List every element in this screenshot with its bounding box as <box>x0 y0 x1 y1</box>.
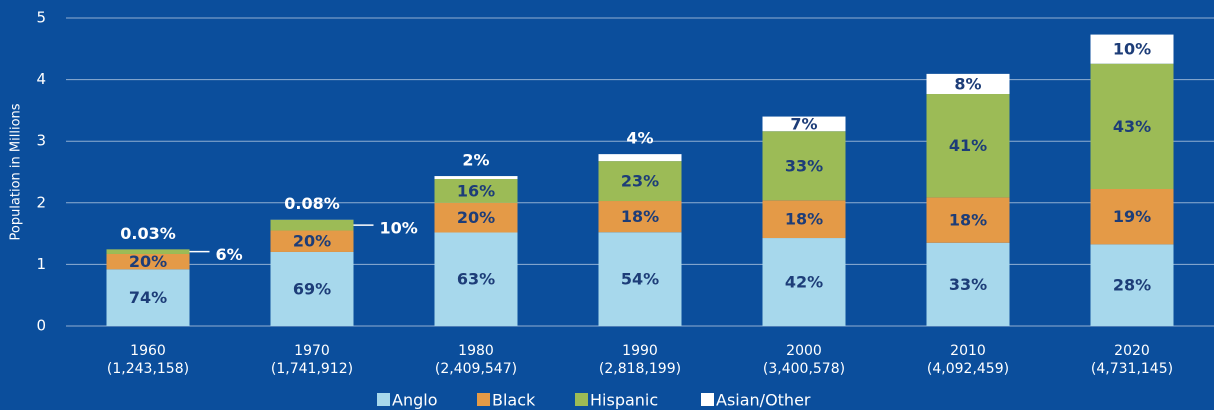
bar-segment <box>106 249 190 254</box>
x-tick-total: (4,731,145) <box>1091 361 1173 377</box>
legend-label: Anglo <box>392 391 437 410</box>
data-label: 23% <box>621 172 659 191</box>
bar-segment <box>1090 189 1174 245</box>
bar-segment <box>434 202 518 233</box>
x-tick-label: 1970 <box>294 343 330 359</box>
bar-segment <box>762 131 846 201</box>
data-label: 10% <box>380 219 418 238</box>
bar-segment <box>762 116 846 132</box>
data-label: 43% <box>1113 117 1151 136</box>
data-label: 20% <box>293 232 331 251</box>
bar-segment <box>926 94 1010 198</box>
data-label: 20% <box>457 208 495 227</box>
bar-segment <box>434 176 518 180</box>
data-label: 18% <box>785 210 823 229</box>
data-label: 69% <box>293 279 331 298</box>
bar-segment <box>598 232 682 326</box>
y-tick-label: 1 <box>36 255 46 273</box>
x-tick-label: 1990 <box>622 343 658 359</box>
bar-segment <box>598 161 682 202</box>
data-label: 10% <box>1113 40 1151 59</box>
data-label: 63% <box>457 270 495 289</box>
y-tick-label: 2 <box>36 193 46 211</box>
bar-segment <box>270 219 354 231</box>
bar-segment <box>270 251 354 326</box>
y-tick-label: 4 <box>36 70 46 88</box>
data-label: 20% <box>129 252 167 271</box>
x-tick-total: (3,400,578) <box>763 361 845 377</box>
data-label: 6% <box>216 245 243 264</box>
x-tick-label: 2010 <box>950 343 986 359</box>
bar-segment <box>926 73 1010 95</box>
bar-segment <box>106 253 190 270</box>
data-label: 8% <box>954 74 981 93</box>
data-label: 7% <box>790 114 817 133</box>
x-tick-total: (2,409,547) <box>435 361 517 377</box>
data-label: 54% <box>621 270 659 289</box>
bar-segment <box>926 242 1010 326</box>
y-tick-label: 3 <box>36 132 46 150</box>
data-label: 28% <box>1113 276 1151 295</box>
x-tick-label: 1960 <box>130 343 166 359</box>
bar-segment <box>434 232 518 326</box>
bar-segment <box>598 154 682 162</box>
y-tick-label: 5 <box>36 9 46 27</box>
x-tick-total: (2,818,199) <box>599 361 681 377</box>
legend-label: Black <box>492 391 536 410</box>
x-tick-label: 2020 <box>1114 343 1150 359</box>
bar-segment <box>926 197 1010 243</box>
data-label: 4% <box>626 129 653 148</box>
x-tick-total: (1,243,158) <box>107 361 189 377</box>
legend-swatch <box>377 393 390 406</box>
data-label: 18% <box>949 211 987 230</box>
bar-segment <box>270 230 354 252</box>
data-label: 41% <box>949 136 987 155</box>
legend-label: Asian/Other <box>716 391 811 410</box>
data-label: 16% <box>457 181 495 200</box>
bar-segment <box>598 201 682 233</box>
x-tick-label: 2000 <box>786 343 822 359</box>
data-label: 33% <box>785 156 823 175</box>
bar-segment <box>1090 63 1174 190</box>
legend-swatch <box>701 393 714 406</box>
data-label: 19% <box>1113 207 1151 226</box>
legend-swatch <box>575 393 588 406</box>
y-tick-label: 0 <box>36 317 46 335</box>
data-label: 0.03% <box>120 224 176 243</box>
data-label: 74% <box>129 288 167 307</box>
data-label: 18% <box>621 207 659 226</box>
data-label: 42% <box>785 273 823 292</box>
bar-segment <box>434 179 518 203</box>
bar-segment <box>762 238 846 326</box>
data-label: 33% <box>949 275 987 294</box>
data-label: 0.08% <box>284 194 340 213</box>
y-axis-label: Population in Millions <box>9 103 24 240</box>
bar-segment <box>1090 244 1174 326</box>
x-tick-label: 1980 <box>458 343 494 359</box>
x-tick-total: (4,092,459) <box>927 361 1009 377</box>
legend-label: Hispanic <box>590 391 658 410</box>
bar-segment <box>762 200 846 239</box>
data-label: 2% <box>462 151 489 170</box>
bar-segment <box>1090 34 1174 64</box>
x-tick-total: (1,741,912) <box>271 361 353 377</box>
legend-swatch <box>477 393 490 406</box>
bar-segment <box>106 269 190 326</box>
